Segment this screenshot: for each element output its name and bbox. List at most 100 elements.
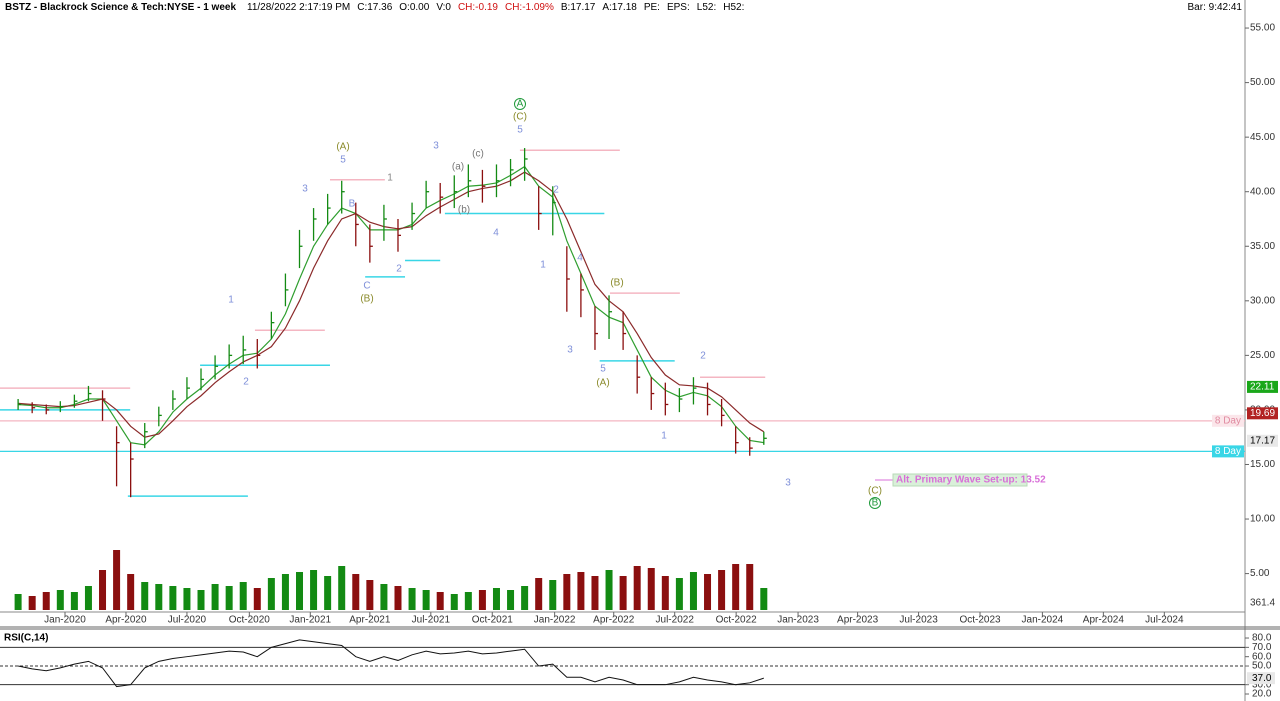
- x-tick-label: Oct-2021: [472, 615, 514, 626]
- level-label-bg: [1212, 414, 1244, 427]
- volume-bar: [310, 570, 318, 610]
- volume-bar: [478, 590, 486, 610]
- wave-label: 2: [553, 185, 559, 196]
- wave-label: (A): [336, 142, 349, 153]
- volume-bar: [197, 590, 205, 610]
- x-tick-label: Oct-2020: [229, 615, 271, 626]
- volume-bar: [352, 574, 360, 610]
- y-tick-label: 5.00: [1250, 568, 1270, 579]
- moving-average: [18, 171, 765, 438]
- x-tick-label: Jul-2024: [1145, 615, 1184, 626]
- wave-label: 1: [228, 295, 234, 306]
- volume-tick-label: 361.4: [1250, 597, 1275, 608]
- x-tick-label: Jul-2023: [899, 615, 938, 626]
- volume-bar: [675, 578, 683, 610]
- volume-bar: [535, 578, 543, 610]
- wave-label: 2: [700, 351, 706, 362]
- volume-bar: [563, 574, 571, 610]
- volume-bar: [56, 590, 64, 610]
- volume-bar: [422, 590, 430, 610]
- x-tick-label: Jul-2021: [412, 615, 451, 626]
- wave-label: 3: [785, 478, 791, 489]
- y-tick-label: 10.00: [1250, 514, 1275, 525]
- volume-bar: [281, 574, 289, 610]
- level-label: 8 Day: [1215, 415, 1241, 426]
- x-tick-label: Jul-2022: [656, 615, 695, 626]
- volume-bar: [324, 576, 332, 610]
- x-tick-label: Apr-2024: [1083, 615, 1125, 626]
- volume-bar: [380, 584, 388, 610]
- volume-bar: [183, 588, 191, 610]
- x-tick-label: Jan-2020: [44, 615, 86, 626]
- header-field: L52:: [696, 2, 717, 13]
- level-label: 8 Day: [1215, 446, 1241, 457]
- volume-bar: [42, 592, 50, 610]
- volume-bar: [704, 574, 712, 610]
- x-tick-label: Jan-2023: [777, 615, 819, 626]
- volume-bar: [338, 566, 346, 610]
- volume-bar: [99, 570, 107, 610]
- rsi-badge-label: 37.0: [1252, 673, 1272, 684]
- wave-label: 4: [493, 228, 499, 239]
- volume-bar: [661, 576, 669, 610]
- wave-label: 3: [302, 184, 308, 195]
- wave-label: (c): [472, 149, 484, 160]
- wave-label: B: [872, 498, 879, 509]
- volume-bar: [492, 588, 500, 610]
- volume-bar: [436, 592, 444, 610]
- wave-label: 5: [600, 364, 606, 375]
- volume-bar: [689, 572, 697, 610]
- header-field: V:0: [436, 2, 451, 13]
- header-field: A:17.18: [602, 2, 637, 13]
- wave-label: (C): [513, 112, 527, 123]
- rsi-badge: [1247, 672, 1275, 685]
- rsi-line: [18, 639, 764, 688]
- y-tick-label: 45.00: [1250, 132, 1275, 143]
- y-tick-label: 40.00: [1250, 186, 1275, 197]
- alt-note: Alt. Primary Wave Set-up: 13.52: [896, 475, 1046, 486]
- header-field: O:0.00: [399, 2, 430, 13]
- header-field: EPS:: [666, 2, 690, 13]
- price-badge: [1247, 407, 1278, 420]
- volume-bar: [127, 574, 135, 610]
- x-tick-label: Apr-2022: [593, 615, 635, 626]
- volume-bar: [225, 586, 233, 610]
- y-tick-label: 55.00: [1250, 23, 1275, 34]
- volume-bar: [633, 566, 641, 610]
- volume-bar: [113, 550, 121, 610]
- x-tick-label: Jan-2022: [534, 615, 576, 626]
- volume-bar: [155, 584, 163, 610]
- volume-bar: [253, 588, 261, 610]
- header-field: 11/28/2022 2:17:19 PM: [247, 2, 351, 13]
- volume-bar: [408, 588, 416, 610]
- volume-bar: [605, 570, 613, 610]
- x-tick-label: Apr-2023: [837, 615, 879, 626]
- wave-label: B: [349, 199, 356, 210]
- wave-label: 1: [540, 260, 546, 271]
- wave-label: (a): [452, 162, 464, 173]
- price-badge: [1247, 434, 1278, 447]
- wave-label: (C): [868, 486, 882, 497]
- wave-label: C: [363, 281, 370, 292]
- wave-label: (A): [596, 378, 609, 389]
- volume-bar: [394, 586, 402, 610]
- volume-bar: [732, 564, 740, 610]
- volume-bar: [211, 584, 219, 610]
- volume-bar: [718, 570, 726, 610]
- wave-label: (b): [458, 205, 470, 216]
- volume-bar: [239, 582, 247, 610]
- volume-bar: [577, 572, 585, 610]
- header-field: CH:-0.19: [457, 2, 498, 13]
- wave-label: 5: [517, 125, 523, 136]
- y-tick-label: 25.00: [1250, 350, 1275, 361]
- wave-label: A: [517, 99, 524, 110]
- volume-bar: [647, 568, 655, 610]
- header-field: B:17.17: [560, 2, 596, 13]
- level-label-bg: [1212, 445, 1244, 458]
- volume-bar: [619, 576, 627, 610]
- header: BSTZ - Blackrock Science & Tech:NYSE - 1…: [5, 2, 744, 13]
- rsi-tick-label: 50.0: [1252, 661, 1272, 672]
- y-tick-label: 35.00: [1250, 241, 1275, 252]
